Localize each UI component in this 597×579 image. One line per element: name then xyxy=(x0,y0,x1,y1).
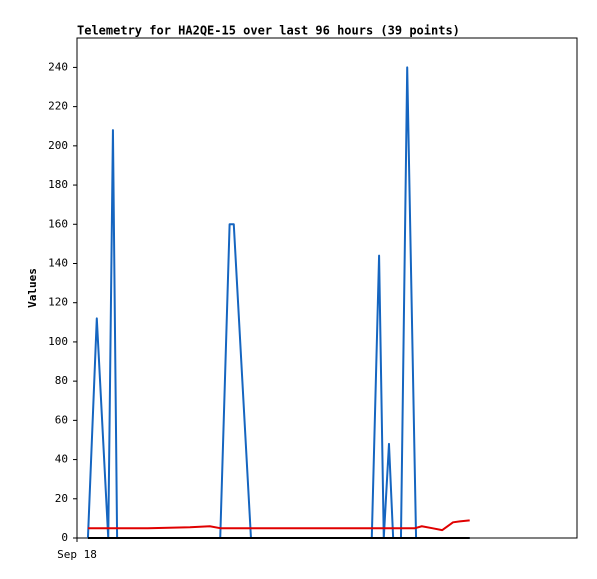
chart-title: Telemetry for HA2QE-15 over last 96 hour… xyxy=(77,24,460,38)
y-tick-label: 100 xyxy=(48,335,68,348)
y-tick-label: 0 xyxy=(61,531,68,544)
series-line xyxy=(86,66,470,539)
y-axis-label: Values xyxy=(26,268,39,308)
series-line xyxy=(87,519,470,532)
x-tick-label: Sep 18 xyxy=(57,548,97,561)
y-tick-label: 40 xyxy=(55,453,68,466)
plot-frame xyxy=(76,37,578,539)
y-tick-label: 180 xyxy=(48,178,68,191)
y-tick-label: 240 xyxy=(48,60,68,73)
y-tick-label: 220 xyxy=(48,100,68,113)
y-tick-label: 140 xyxy=(48,256,68,269)
y-tick-label: 20 xyxy=(55,492,68,505)
y-tick-label: 160 xyxy=(48,217,68,230)
y-tick-label: 120 xyxy=(48,296,68,309)
y-tick-label: 60 xyxy=(55,413,68,426)
y-tick-label: 80 xyxy=(55,374,68,387)
y-tick-label: 200 xyxy=(48,139,68,152)
